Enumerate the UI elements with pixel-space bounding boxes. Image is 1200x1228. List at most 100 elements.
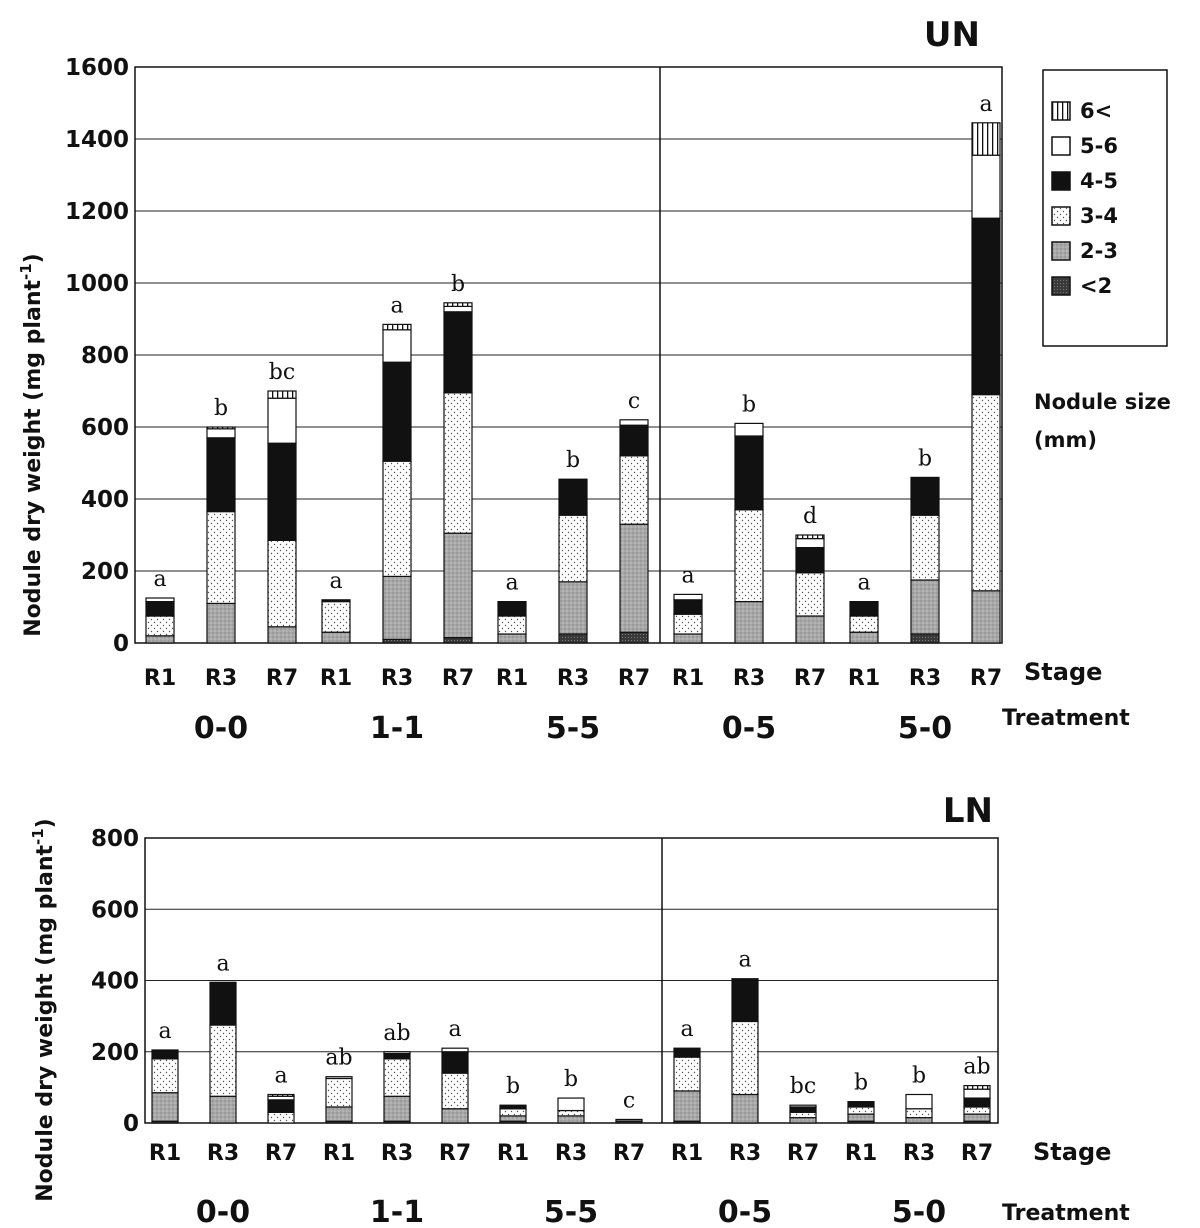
un-bar-segment — [734, 422, 764, 437]
un-significance-letter: a — [329, 569, 342, 594]
un-bar-segment — [382, 575, 412, 641]
ln-stage-label: R7 — [439, 1141, 471, 1166]
un-bar-segment — [971, 217, 1001, 396]
ln-stage-label: R3 — [555, 1141, 587, 1166]
ln-treatment-label: 0-5 — [718, 1195, 772, 1228]
un-bar-segment — [673, 613, 703, 635]
ln-stage-label: R1 — [149, 1141, 181, 1166]
ln-bar-segment — [325, 1077, 353, 1108]
un-y-axis-label-close: ) — [21, 253, 46, 263]
un-bar-segment — [910, 633, 940, 644]
legend-label: 4-5 — [1080, 169, 1118, 193]
un-bar-segment — [206, 426, 236, 430]
un-y-tick-label: 1000 — [65, 271, 129, 297]
un-stage-label: R3 — [909, 666, 941, 691]
un-significance-letter: a — [390, 293, 403, 318]
ln-y-tick-label: 400 — [91, 969, 139, 995]
un-treatment-label: 5-0 — [898, 711, 952, 746]
ln-y-axis-label-close: ) — [33, 818, 58, 828]
ln-bar-segment — [151, 1092, 179, 1122]
un-bar-segment — [382, 323, 412, 331]
un-stage-label: R3 — [381, 666, 413, 691]
un-bar-segment — [619, 419, 649, 426]
ln-bar-segment — [963, 1084, 991, 1090]
ln-bar-segment — [963, 1097, 991, 1108]
un-bar-segment — [619, 631, 649, 644]
ln-panel: 0200400600800aR1aR3aR70-0abR1abR3aR71-1b… — [91, 826, 999, 1228]
un-stage-label: R3 — [205, 666, 237, 691]
ln-significance-letter: ab — [963, 1055, 990, 1080]
un-bar-segment — [145, 615, 175, 637]
ln-bar-segment — [673, 1056, 701, 1092]
ln-stage-label: R1 — [845, 1141, 877, 1166]
un-bar-segment — [971, 394, 1001, 592]
ln-bar-segment — [267, 1099, 295, 1113]
un-bar-segment — [558, 514, 588, 583]
ln-bar-segment — [963, 1088, 991, 1099]
un-bar-segment — [443, 305, 473, 313]
ln-significance-letter: b — [854, 1071, 868, 1096]
un-significance-letter: b — [451, 272, 465, 297]
un-significance-letter: b — [214, 396, 228, 421]
ln-significance-letter: a — [738, 948, 751, 973]
ln-stage-label: R3 — [207, 1141, 239, 1166]
legend-label: 6< — [1080, 99, 1112, 123]
ln-bar-segment — [905, 1117, 933, 1124]
ln-significance-letter: a — [448, 1017, 461, 1042]
legend-swatch-2 — [1051, 171, 1071, 191]
ln-treatment-label: 5-5 — [544, 1195, 598, 1228]
un-significance-letter: d — [803, 504, 817, 529]
ln-bar-segment — [557, 1115, 585, 1124]
legend: 6< 5-6 4-5 3-4 2-3 <2 — [1051, 99, 1118, 298]
ln-bar-segment — [963, 1106, 991, 1115]
un-bar-segment — [734, 600, 764, 644]
un-bar-segment — [971, 590, 1001, 644]
legend-swatch-5 — [1051, 276, 1071, 296]
legend-swatch-1 — [1051, 136, 1071, 156]
un-bar-segment — [267, 539, 297, 628]
ln-bar-segment — [557, 1109, 585, 1117]
ln-bar-segment — [731, 1093, 759, 1124]
ln-significance-letter: b — [506, 1074, 520, 1099]
un-bar-segment — [145, 597, 175, 603]
un-bar-segment — [206, 602, 236, 644]
ln-bar-segment — [789, 1106, 817, 1113]
un-stage-label: R1 — [320, 666, 352, 691]
un-bar-segment — [206, 511, 236, 605]
ln-bar-segment — [673, 1090, 701, 1122]
ln-treatment-label: 0-0 — [196, 1195, 250, 1228]
un-y-tick-label: 200 — [81, 559, 129, 585]
un-bar-segment — [497, 615, 527, 635]
un-bar-segment — [443, 311, 473, 394]
ln-panel-title: LN — [943, 791, 993, 831]
un-stage-label: R7 — [618, 666, 650, 691]
ln-bar-segment — [325, 1106, 353, 1122]
un-bar-segment — [673, 633, 703, 644]
un-significance-letter: b — [742, 392, 756, 417]
ln-stage-axis-label: Stage — [1033, 1138, 1111, 1166]
un-bar-segment — [443, 532, 473, 639]
ln-bar-segment — [267, 1093, 295, 1097]
ln-significance-letter: bc — [790, 1074, 816, 1099]
ln-bar-segment — [963, 1113, 991, 1122]
ln-y-axis-label-main: Nodule dry weight (mg plant — [33, 845, 58, 1202]
un-bar-segment — [795, 534, 825, 540]
un-y-tick-label: 600 — [81, 415, 129, 441]
un-y-tick-label: 0 — [113, 631, 129, 657]
un-bar-segment — [910, 476, 940, 516]
ln-bar-segment — [267, 1111, 295, 1124]
un-y-axis-label-sup: -1 — [17, 263, 35, 280]
ln-significance-letter: a — [158, 1019, 171, 1044]
ln-y-tick-label: 200 — [91, 1040, 139, 1066]
ln-y-tick-label: 800 — [91, 826, 139, 852]
un-treatment-label: 1-1 — [370, 711, 424, 746]
un-bar-segment — [910, 579, 940, 635]
ln-bar-segment — [441, 1108, 469, 1124]
ln-bar-segment — [731, 1020, 759, 1096]
un-significance-letter: b — [566, 448, 580, 473]
ln-significance-letter: a — [680, 1017, 693, 1042]
ln-significance-letter: ab — [325, 1046, 352, 1071]
un-bar-segment — [673, 593, 703, 601]
un-y-tick-label: 1600 — [65, 55, 129, 81]
